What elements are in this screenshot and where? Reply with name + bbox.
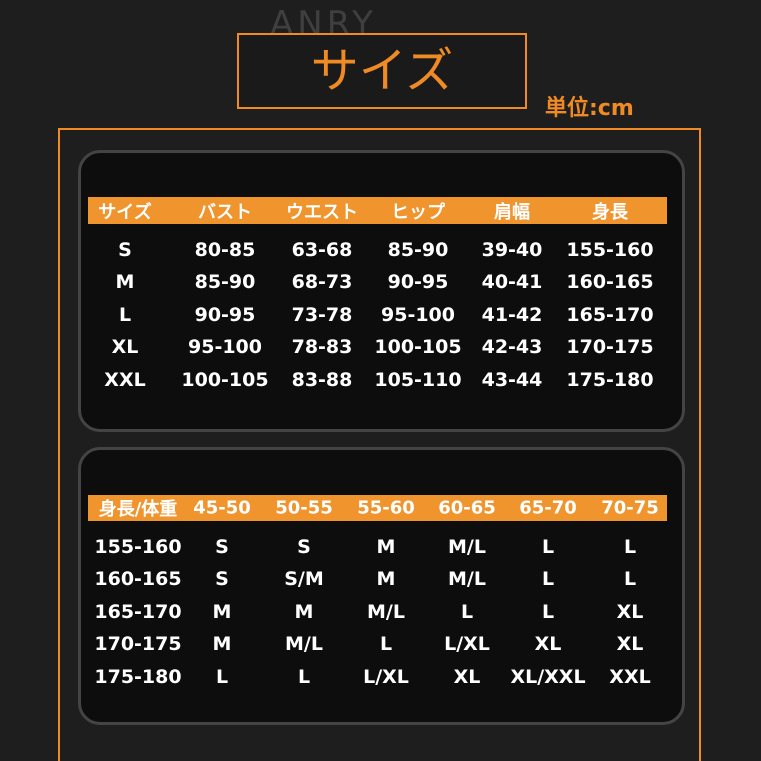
unit: 単位:cm	[545, 96, 634, 121]
cell: L	[379, 633, 393, 655]
cell: XXL	[609, 666, 651, 688]
cell: 155-160	[566, 239, 654, 261]
cell: S/M	[284, 568, 324, 590]
cell: XL	[616, 633, 644, 655]
cell: 175-180	[566, 369, 654, 391]
header-bar	[88, 197, 667, 224]
header-bar	[88, 495, 667, 521]
cell: 100-105	[181, 369, 269, 391]
cell: L/XL	[363, 666, 409, 688]
title: サイズ	[237, 33, 527, 109]
cell: 80-85	[194, 239, 256, 261]
cell: L	[297, 666, 311, 688]
column-header: 身長	[592, 202, 628, 223]
cell: 73-78	[291, 304, 353, 326]
cell: M	[294, 601, 314, 623]
cell: M	[376, 568, 396, 590]
column-header: 70-75	[601, 497, 659, 519]
cell: XXL	[104, 369, 146, 391]
cell: 85-90	[194, 271, 256, 293]
cell: XL	[453, 666, 481, 688]
cell: 41-42	[481, 304, 543, 326]
cell: 95-100	[381, 304, 455, 326]
column-header: 肩幅	[494, 202, 530, 223]
cell: L	[623, 568, 637, 590]
cell: M	[212, 633, 232, 655]
cell: M	[212, 601, 232, 623]
cell: L	[541, 568, 555, 590]
cell: L/XL	[444, 633, 490, 655]
column-header: 55-60	[357, 497, 415, 519]
cell: M/L	[448, 568, 486, 590]
cell: 170-175	[566, 336, 654, 358]
frame	[58, 128, 701, 761]
cell: 63-68	[291, 239, 353, 261]
cell: 40-41	[481, 271, 543, 293]
cell: 160-165	[94, 568, 182, 590]
cell: 160-165	[566, 271, 654, 293]
cell: 42-43	[481, 336, 543, 358]
cell: XL	[111, 336, 139, 358]
cell: 165-170	[566, 304, 654, 326]
cell: 105-110	[374, 369, 462, 391]
cell: 68-73	[291, 271, 353, 293]
cell: L	[623, 536, 637, 558]
column-header: 45-50	[193, 497, 251, 519]
cell: L	[118, 304, 132, 326]
cell: XL/XXL	[510, 666, 586, 688]
cell: 175-180	[94, 666, 182, 688]
cell: L	[460, 601, 474, 623]
cell: XL	[534, 633, 562, 655]
column-header: 身長/体重	[98, 499, 178, 520]
cell: 155-160	[94, 536, 182, 558]
column-header: 60-65	[438, 497, 496, 519]
cell: M	[376, 536, 396, 558]
cell: 90-95	[194, 304, 256, 326]
cell: S	[297, 536, 311, 558]
column-header: バスト	[198, 202, 252, 223]
cell: M/L	[285, 633, 323, 655]
column-header: 50-55	[275, 497, 333, 519]
cell: 39-40	[481, 239, 543, 261]
cell: 90-95	[387, 271, 449, 293]
cell: S	[215, 536, 229, 558]
cell: 83-88	[291, 369, 353, 391]
cell: 165-170	[94, 601, 182, 623]
cell: 170-175	[94, 633, 182, 655]
cell: M/L	[367, 601, 405, 623]
cell: 100-105	[374, 336, 462, 358]
column-header: 65-70	[519, 497, 577, 519]
column-header: ウエスト	[286, 202, 358, 223]
column-header: サイズ	[98, 202, 152, 223]
cell: 43-44	[481, 369, 543, 391]
column-header: ヒップ	[391, 202, 445, 223]
cell: M/L	[448, 536, 486, 558]
cell: M	[115, 271, 135, 293]
cell: L	[541, 536, 555, 558]
cell: L	[541, 601, 555, 623]
cell: S	[118, 239, 132, 261]
cell: 78-83	[291, 336, 353, 358]
cell: S	[215, 568, 229, 590]
cell: XL	[616, 601, 644, 623]
panel	[78, 447, 685, 725]
cell: L	[215, 666, 229, 688]
cell: 95-100	[188, 336, 262, 358]
cell: 85-90	[387, 239, 449, 261]
